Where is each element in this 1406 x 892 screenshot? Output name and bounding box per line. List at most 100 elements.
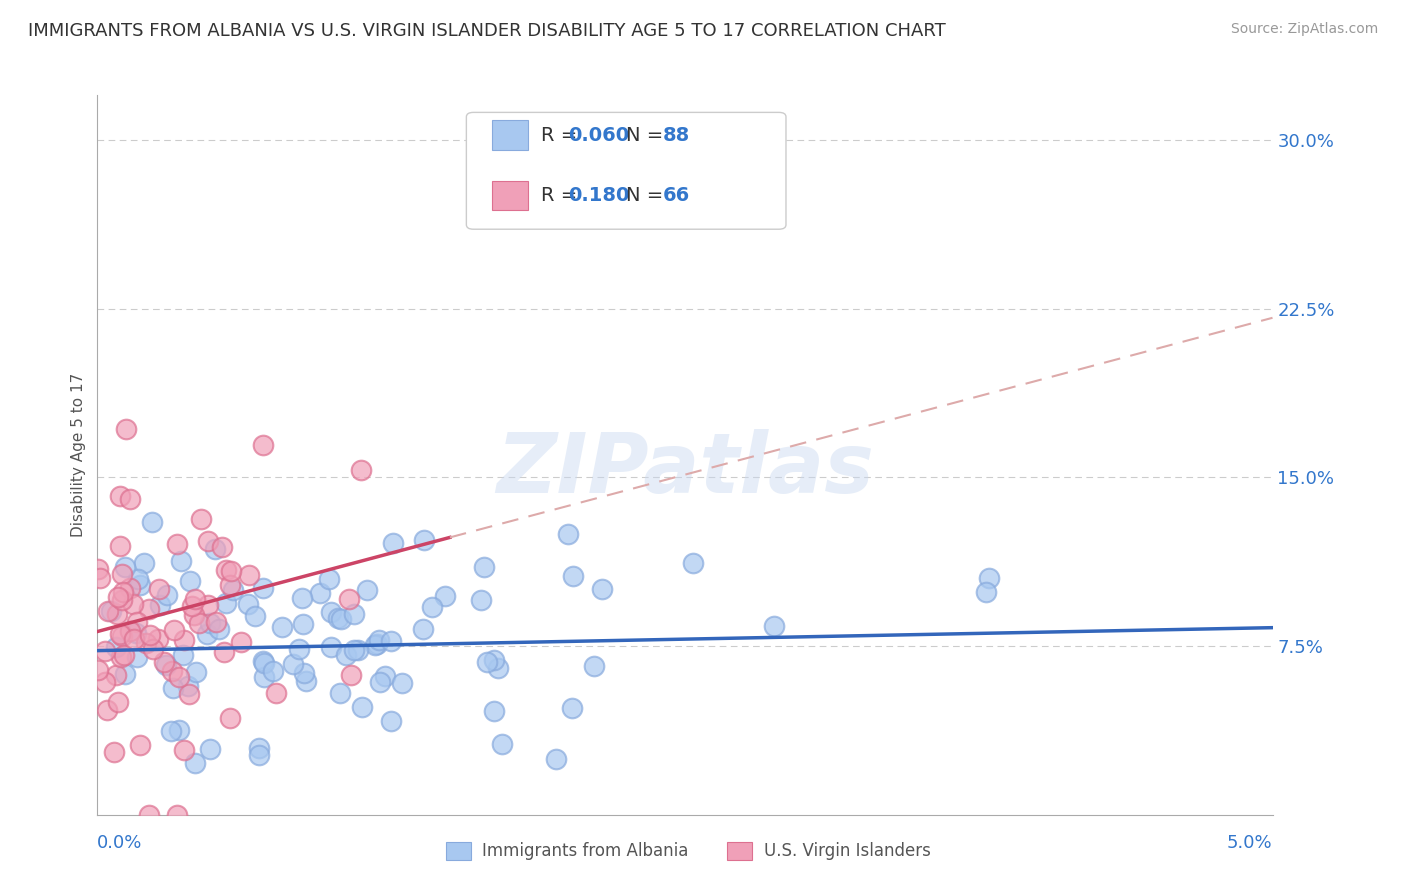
Point bbox=[138, 602, 160, 616]
Point bbox=[111, 629, 134, 643]
Point bbox=[413, 533, 436, 547]
Point bbox=[184, 592, 207, 607]
Point bbox=[172, 648, 194, 662]
Point bbox=[186, 665, 208, 679]
Point bbox=[208, 622, 231, 636]
Point bbox=[195, 627, 218, 641]
Point bbox=[238, 568, 260, 582]
Point bbox=[382, 536, 405, 550]
Point bbox=[557, 527, 579, 541]
Text: IMMIGRANTS FROM ALBANIA VS U.S. VIRGIN ISLANDER DISABILITY AGE 5 TO 17 CORRELATI: IMMIGRANTS FROM ALBANIA VS U.S. VIRGIN I… bbox=[28, 22, 946, 40]
Point bbox=[97, 604, 120, 618]
Text: N =: N = bbox=[626, 186, 669, 205]
Point bbox=[218, 578, 240, 592]
Point bbox=[87, 562, 110, 576]
Point bbox=[200, 615, 222, 630]
Point bbox=[368, 675, 391, 690]
Point bbox=[204, 615, 226, 629]
Point bbox=[156, 588, 179, 602]
Point bbox=[366, 637, 388, 651]
Point bbox=[142, 641, 165, 656]
Y-axis label: Disability Age 5 to 17: Disability Age 5 to 17 bbox=[72, 373, 86, 537]
Point bbox=[135, 636, 157, 650]
Point bbox=[337, 591, 360, 606]
Point bbox=[340, 668, 363, 682]
Point bbox=[105, 607, 128, 621]
Point bbox=[219, 710, 242, 724]
Point bbox=[319, 605, 342, 619]
Text: Immigrants from Albania: Immigrants from Albania bbox=[482, 842, 689, 860]
Point bbox=[138, 807, 160, 822]
Point bbox=[486, 661, 509, 675]
Point bbox=[114, 560, 136, 574]
Point bbox=[108, 539, 131, 553]
Point bbox=[103, 746, 125, 760]
Point bbox=[141, 515, 163, 529]
Point bbox=[253, 656, 276, 670]
Point bbox=[309, 586, 332, 600]
Point bbox=[329, 612, 352, 626]
Point bbox=[129, 578, 152, 592]
Point bbox=[974, 584, 997, 599]
Text: 0.0%: 0.0% bbox=[97, 834, 143, 852]
Point bbox=[287, 642, 309, 657]
Text: 88: 88 bbox=[662, 126, 690, 145]
Point bbox=[111, 566, 134, 581]
Point bbox=[94, 675, 117, 690]
Point bbox=[120, 581, 142, 595]
Text: R =: R = bbox=[541, 126, 583, 145]
Point bbox=[166, 807, 188, 822]
Point bbox=[114, 422, 136, 436]
Point bbox=[380, 634, 402, 648]
Point bbox=[266, 686, 288, 700]
Point bbox=[262, 665, 284, 679]
Text: N =: N = bbox=[626, 126, 669, 145]
Point bbox=[177, 679, 200, 693]
Point bbox=[183, 608, 205, 623]
Point bbox=[491, 737, 513, 751]
Point bbox=[197, 598, 219, 612]
Point bbox=[166, 536, 188, 550]
Point bbox=[221, 564, 243, 578]
Point bbox=[682, 556, 704, 570]
Point bbox=[253, 670, 276, 684]
Point bbox=[139, 628, 162, 642]
Point bbox=[591, 582, 613, 596]
Point bbox=[100, 604, 122, 618]
Point bbox=[170, 554, 193, 568]
Point bbox=[112, 648, 135, 662]
Point bbox=[562, 569, 585, 583]
Point bbox=[583, 658, 606, 673]
Point bbox=[177, 687, 200, 701]
Point bbox=[329, 686, 352, 700]
Point bbox=[319, 640, 342, 654]
Point bbox=[173, 633, 195, 648]
Point bbox=[472, 560, 495, 574]
Point bbox=[291, 591, 314, 605]
Point bbox=[295, 673, 318, 688]
Point bbox=[420, 599, 443, 614]
Point bbox=[153, 656, 176, 670]
Point bbox=[146, 632, 169, 647]
Point bbox=[434, 589, 457, 603]
Text: U.S. Virgin Islanders: U.S. Virgin Islanders bbox=[763, 842, 931, 860]
Point bbox=[363, 639, 385, 653]
Point bbox=[346, 642, 368, 657]
Point bbox=[105, 640, 128, 655]
Point bbox=[110, 649, 132, 664]
Text: 5.0%: 5.0% bbox=[1227, 834, 1272, 852]
Point bbox=[167, 670, 190, 684]
Point bbox=[247, 747, 270, 762]
Point bbox=[204, 541, 226, 556]
Point bbox=[183, 756, 205, 770]
Point bbox=[104, 668, 127, 682]
Point bbox=[236, 598, 259, 612]
Point bbox=[350, 700, 373, 714]
Point bbox=[128, 739, 150, 753]
Point bbox=[214, 645, 236, 659]
Point bbox=[114, 667, 136, 681]
Point bbox=[125, 615, 148, 629]
Point bbox=[979, 571, 1001, 585]
Point bbox=[215, 596, 238, 610]
Point bbox=[252, 438, 274, 452]
